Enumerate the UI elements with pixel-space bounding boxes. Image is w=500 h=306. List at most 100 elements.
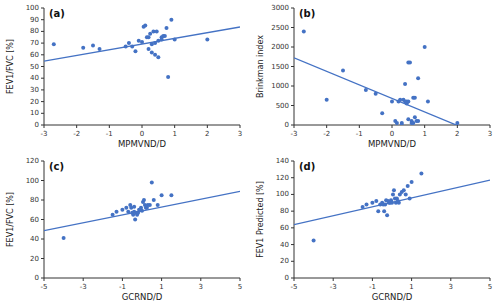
y-tick	[291, 86, 294, 87]
y-tick-label: 100	[26, 177, 39, 185]
x-tick-label: -1	[119, 283, 126, 291]
scatter-point	[325, 98, 329, 102]
y-axis-line	[294, 161, 295, 278]
y-tick-label: 3000	[271, 4, 289, 12]
x-tick-label: 2	[455, 130, 459, 138]
scatter-point	[130, 45, 134, 49]
x-axis-label: MPMVND/D	[118, 139, 166, 149]
plot-area	[294, 29, 490, 125]
scatter-point	[376, 209, 380, 213]
scatter-point	[155, 29, 159, 33]
scatter-point	[143, 24, 147, 28]
y-tick	[291, 244, 294, 245]
y-tick	[41, 113, 44, 114]
regression-line	[44, 191, 240, 230]
panel-label: (d)	[299, 161, 315, 172]
y-tick-label: 0	[35, 274, 39, 282]
x-tick	[424, 125, 425, 128]
y-tick	[41, 43, 44, 44]
scatter-point	[156, 203, 160, 207]
scatter-point	[397, 201, 401, 205]
x-tick-label: 1	[409, 283, 413, 291]
scatter-point	[370, 201, 374, 205]
plot-area	[44, 18, 240, 79]
y-tick	[291, 27, 294, 28]
y-tick-label: 50	[30, 63, 39, 71]
scatter-point	[400, 121, 404, 125]
scatter-point	[111, 213, 115, 217]
scatter-point	[392, 188, 396, 192]
x-tick-label: 0	[390, 130, 394, 138]
scatter-point	[426, 100, 430, 104]
scatter-point	[402, 188, 406, 192]
y-tick-label: 0	[285, 274, 289, 282]
scatter-point	[150, 50, 154, 54]
scatter-point	[374, 92, 378, 96]
y-tick-label: 20	[30, 255, 39, 263]
y-tick-label: 80	[280, 207, 289, 215]
y-tick	[291, 177, 294, 178]
scatter-point	[423, 45, 427, 49]
plot-area	[44, 180, 240, 240]
scatter-point	[132, 205, 136, 209]
y-tick	[41, 239, 44, 240]
y-tick-label: 120	[276, 174, 289, 182]
x-tick	[326, 125, 327, 128]
regression-line	[294, 180, 490, 225]
y-axis-label: FEV1/FVC [%]	[6, 39, 15, 94]
scatter-point	[408, 61, 412, 65]
figure: 0102030405060708090100-3-2-10123MPMVND/D…	[0, 0, 500, 306]
scatter-point	[133, 218, 137, 222]
y-tick-label: 120	[26, 157, 39, 165]
scatter-point	[166, 75, 170, 79]
scatter-point	[391, 192, 395, 196]
y-tick-label: 30	[30, 86, 39, 94]
scatter-point	[390, 100, 394, 104]
x-tick-label: 1	[159, 283, 163, 291]
y-tick-label: 0	[35, 121, 39, 129]
scatter-point	[416, 76, 420, 80]
y-tick-label: 90	[30, 16, 39, 24]
y-tick-label: 80	[30, 196, 39, 204]
scatter-point	[147, 47, 151, 51]
x-axis-label: GCRND/D	[122, 292, 163, 302]
x-tick-label: 1	[422, 130, 426, 138]
scatter-point	[133, 49, 137, 53]
x-tick	[142, 125, 143, 128]
y-tick	[291, 194, 294, 195]
x-tick	[359, 125, 360, 128]
scatter-point	[169, 18, 173, 22]
scatter-point	[120, 208, 124, 212]
y-tick-label: 2000	[271, 43, 289, 51]
y-tick	[291, 211, 294, 212]
scatter-point	[124, 206, 128, 210]
x-tick-label: -3	[291, 130, 298, 138]
regression-line	[294, 58, 490, 125]
x-tick-label: 5	[238, 283, 242, 291]
y-tick-label: 60	[30, 51, 39, 59]
panel-label: (b)	[299, 8, 315, 19]
y-tick-label: 1500	[271, 63, 289, 71]
x-tick-label: 1	[172, 130, 176, 138]
y-tick-label: 10	[30, 109, 39, 117]
scatter-point	[147, 35, 151, 39]
scatter-point	[165, 26, 169, 30]
x-axis-line	[44, 278, 240, 279]
regression-line	[44, 27, 240, 61]
y-tick	[291, 261, 294, 262]
y-tick-label: 100	[26, 4, 39, 12]
x-tick	[450, 278, 451, 281]
x-tick	[240, 125, 241, 128]
scatter-point	[385, 213, 389, 217]
y-axis-label: FEV1 Predicted [%]	[256, 181, 265, 258]
y-tick	[41, 89, 44, 90]
scatter-point	[403, 82, 407, 86]
y-tick	[41, 180, 44, 181]
x-tick	[76, 125, 77, 128]
x-tick-label: 5	[488, 283, 492, 291]
x-tick-label: -1	[369, 283, 376, 291]
scatter-point	[126, 210, 130, 214]
scatter-point	[150, 180, 154, 184]
x-tick	[207, 125, 208, 128]
y-tick-label: 0	[285, 121, 289, 129]
